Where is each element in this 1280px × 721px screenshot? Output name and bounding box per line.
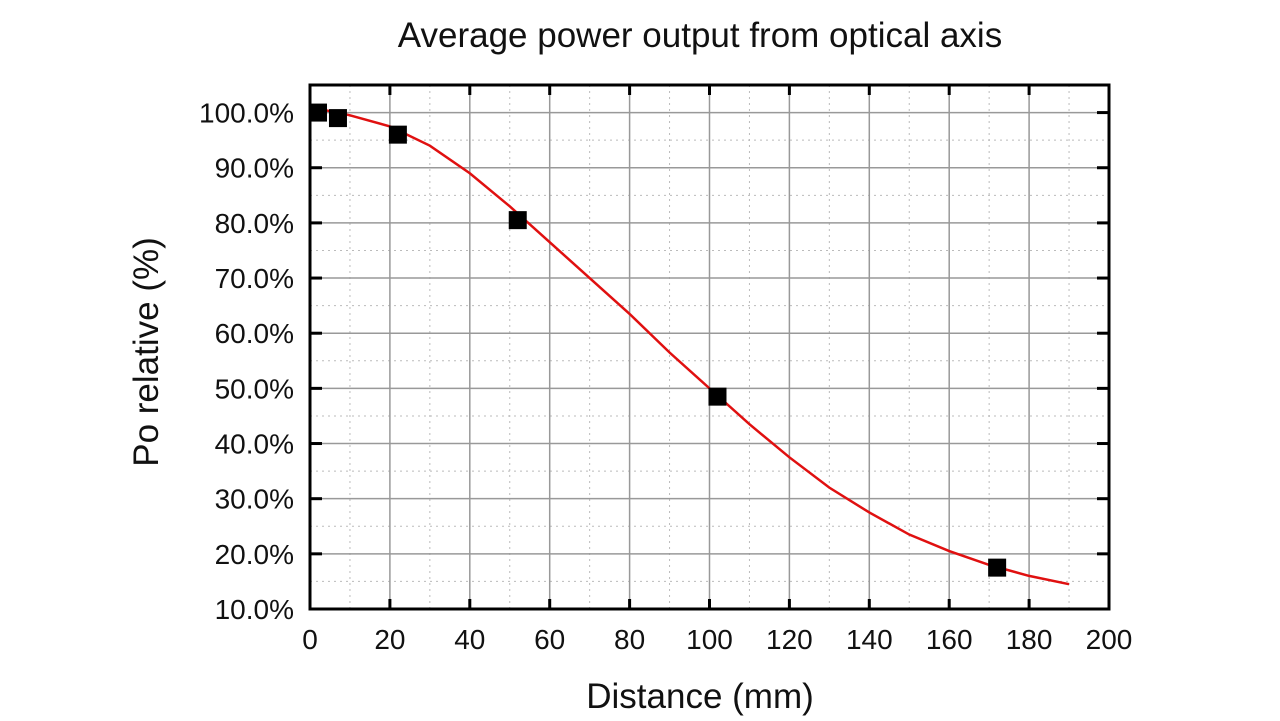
chart-title: Average power output from optical axis	[398, 16, 1002, 55]
data-point	[708, 387, 727, 406]
x-tick-label: 40	[454, 624, 485, 655]
x-tick-label: 140	[846, 624, 893, 655]
y-tick-label: 100.0%	[199, 98, 294, 129]
plot-frame	[308, 83, 1111, 611]
data-point	[508, 211, 527, 230]
fit-line	[309, 105, 1070, 586]
x-tick-label: 60	[534, 624, 565, 655]
data-point	[308, 103, 327, 122]
y-tick-label: 20.0%	[215, 539, 294, 570]
y-tick-label: 30.0%	[215, 484, 294, 515]
x-tick-label: 160	[926, 624, 973, 655]
x-tick-label: 180	[1006, 624, 1053, 655]
y-tick-label: 90.0%	[215, 153, 294, 184]
data-point	[328, 109, 347, 128]
y-tick-label: 50.0%	[215, 373, 294, 404]
y-tick-label: 80.0%	[215, 208, 294, 239]
x-tick-label: 20	[374, 624, 405, 655]
y-axis-label: Po relative (%)	[127, 237, 166, 467]
data-point	[988, 558, 1007, 577]
x-tick-label: 0	[302, 624, 318, 655]
y-tick-label: 70.0%	[215, 263, 294, 294]
x-tick-label: 100	[686, 624, 733, 655]
x-tick-label: 120	[766, 624, 813, 655]
x-tick-label: 80	[614, 624, 645, 655]
x-tick-label: 200	[1086, 624, 1133, 655]
y-tick-label: 40.0%	[215, 429, 294, 460]
x-axis-label: Distance (mm)	[586, 677, 814, 716]
y-tick-label: 60.0%	[215, 318, 294, 349]
data-point	[388, 125, 407, 144]
y-tick-label: 10.0%	[215, 594, 294, 625]
